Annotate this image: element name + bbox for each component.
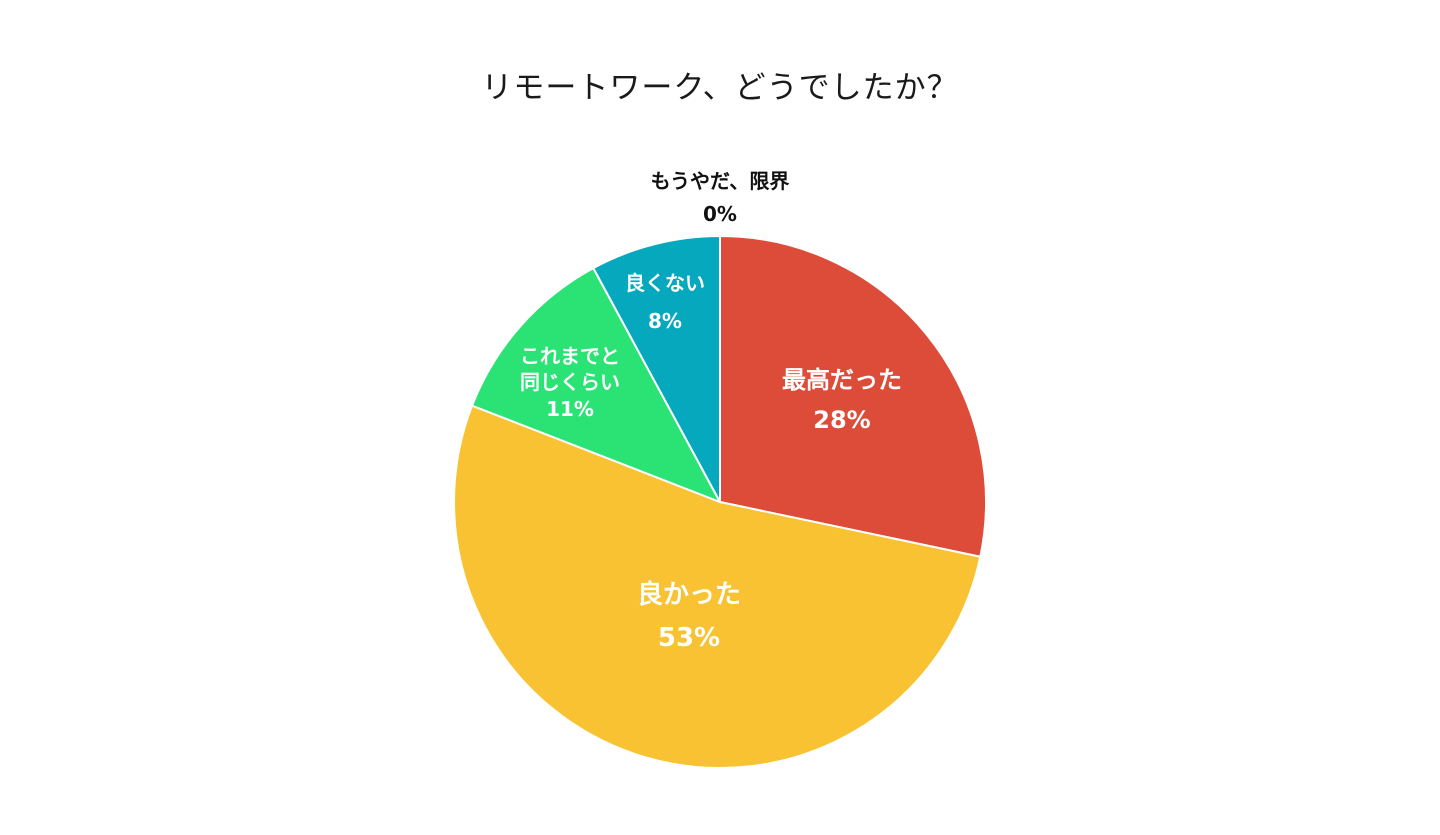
slice-value-label-3: 8%	[648, 309, 682, 333]
pie-slice-0	[719, 234, 987, 558]
slice-category-label-3: 良くない	[625, 271, 705, 295]
slice-value-label-1: 53%	[658, 623, 720, 653]
slice-category-label-0: 最高だった	[782, 366, 902, 394]
pie-slices	[453, 234, 987, 769]
pie-slice-1	[453, 404, 982, 769]
slice-value-label-0: 28%	[813, 406, 870, 434]
chart-title: リモートワーク、どうでしたか？	[481, 70, 959, 106]
slice-value-label-2: 11%	[546, 397, 594, 421]
pie-slice-2	[470, 266, 723, 504]
pie-slice-3	[591, 234, 721, 503]
slice-category-label-2: 同じくらい	[520, 370, 620, 394]
slice-category-label-4: もうやだ、限界	[651, 169, 790, 193]
slice-category-label-1: 良かった	[637, 579, 741, 610]
slice-category-label-2: これまでと	[520, 344, 620, 368]
slice-value-label-4: 0%	[703, 202, 737, 226]
